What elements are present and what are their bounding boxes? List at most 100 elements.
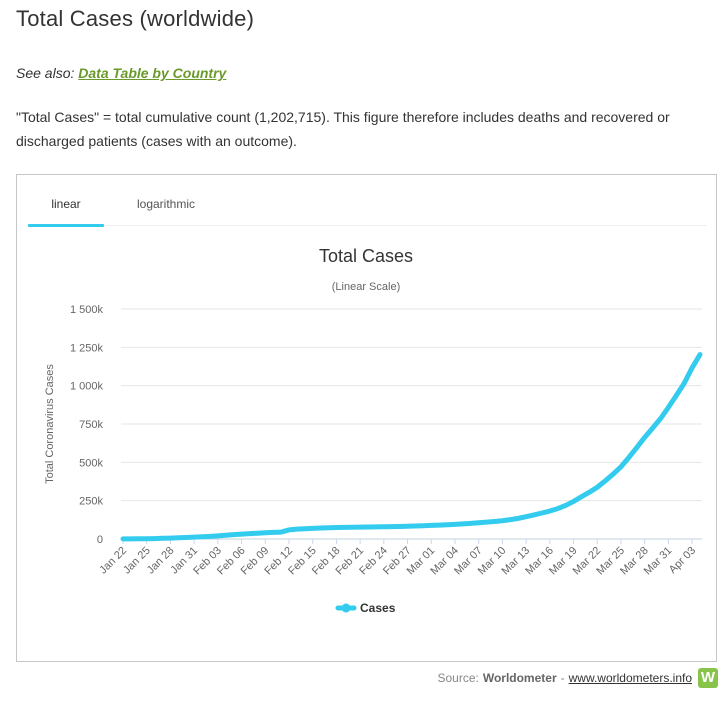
data-point (302, 526, 307, 531)
data-point (611, 472, 616, 477)
legend-item-cases: Cases (360, 601, 396, 615)
data-point (358, 525, 363, 530)
data-point (200, 534, 205, 539)
data-point (342, 525, 347, 530)
source-separator: - (560, 671, 565, 685)
data-point (626, 455, 631, 460)
data-point (642, 435, 647, 440)
data-point (279, 530, 284, 535)
data-point (682, 381, 687, 386)
data-point (429, 523, 434, 528)
data-point (484, 520, 489, 525)
data-point (294, 527, 299, 532)
legend-marker-icon (341, 603, 351, 613)
y-tick-label: 500k (79, 457, 103, 469)
tab-logarithmic[interactable]: logarithmic (136, 197, 196, 211)
data-point (176, 535, 181, 540)
data-point (207, 534, 212, 539)
data-point (326, 525, 331, 530)
y-tick-label: 1 250k (70, 342, 104, 354)
data-point (286, 527, 291, 532)
chart-subtitle: (Linear Scale) (332, 281, 400, 293)
data-point (658, 416, 663, 421)
data-point (381, 524, 386, 529)
data-point (405, 524, 410, 529)
data-point (650, 426, 655, 431)
data-point (152, 536, 157, 541)
data-point (634, 445, 639, 450)
y-tick-label: 250k (79, 496, 103, 508)
source-credit: Source: Worldometer - www.worldometers.i… (437, 668, 718, 688)
data-point (421, 523, 426, 528)
data-point (698, 352, 703, 357)
data-point (128, 536, 133, 541)
source-link[interactable]: www.worldometers.info (568, 671, 692, 685)
data-point (121, 536, 126, 541)
data-point (532, 512, 537, 517)
total-cases-chart: Total Cases (Linear Scale) 0 250k 500k 750k 1 … (44, 246, 703, 615)
page-title: Total Cases (worldwide) (16, 6, 255, 31)
data-point (666, 405, 671, 410)
data-point (563, 503, 568, 508)
chart-tabs: linear logarithmic (27, 187, 707, 227)
data-point (690, 365, 695, 370)
data-point (579, 494, 584, 499)
data-point (516, 516, 521, 521)
data-point (350, 525, 355, 530)
data-point (539, 511, 544, 516)
data-point (476, 520, 481, 525)
data-table-link[interactable]: Data Table by Country (78, 65, 227, 81)
data-point (239, 532, 244, 537)
data-point (524, 514, 529, 519)
data-point (231, 532, 236, 537)
y-tick-label: 750k (79, 419, 103, 431)
y-tick-label: 1 500k (70, 304, 104, 316)
data-point (318, 526, 323, 531)
data-point (389, 524, 394, 529)
data-point (184, 535, 189, 540)
y-tick-label: 0 (97, 534, 103, 546)
data-point (160, 536, 165, 541)
data-point (223, 533, 228, 538)
data-point (595, 485, 600, 490)
data-point (255, 531, 260, 536)
data-point (168, 536, 173, 541)
data-point (247, 531, 252, 536)
data-point (603, 478, 608, 483)
data-point (397, 524, 402, 529)
see-also-prefix: See also: (16, 65, 79, 81)
data-point (555, 506, 560, 511)
data-point (366, 524, 371, 529)
data-point (547, 509, 552, 514)
data-point (413, 524, 418, 529)
x-tick-label: Apr 03 (667, 545, 698, 576)
series-line-cases (120, 352, 703, 542)
data-point (468, 521, 473, 526)
y-tick-label: 1 000k (70, 381, 104, 393)
tab-linear[interactable]: linear (28, 187, 104, 227)
data-point (492, 519, 497, 524)
y-axis-label: Total Coronavirus Cases (44, 364, 56, 484)
source-prefix: Source: (437, 671, 479, 685)
data-point (192, 535, 197, 540)
data-point (571, 499, 576, 504)
data-point (310, 526, 315, 531)
data-point (144, 536, 149, 541)
data-point (460, 521, 465, 526)
worldometer-logo-icon[interactable]: W (698, 668, 718, 688)
data-point (445, 522, 450, 527)
data-point (500, 518, 505, 523)
see-also: See also: Data Table by Country (16, 65, 226, 81)
description: "Total Cases" = total cumulative count (… (16, 109, 670, 149)
source-name: Worldometer (482, 671, 557, 685)
data-point (452, 522, 457, 527)
data-point (136, 536, 141, 541)
chart-panel: linear logarithmic Total Cases (Linear Sc… (16, 174, 717, 662)
data-point (271, 530, 276, 535)
data-point (215, 533, 220, 538)
data-point (618, 464, 623, 469)
data-point (334, 525, 339, 530)
chart-title: Total Cases (319, 246, 413, 266)
data-point (437, 523, 442, 528)
data-point (263, 530, 268, 535)
